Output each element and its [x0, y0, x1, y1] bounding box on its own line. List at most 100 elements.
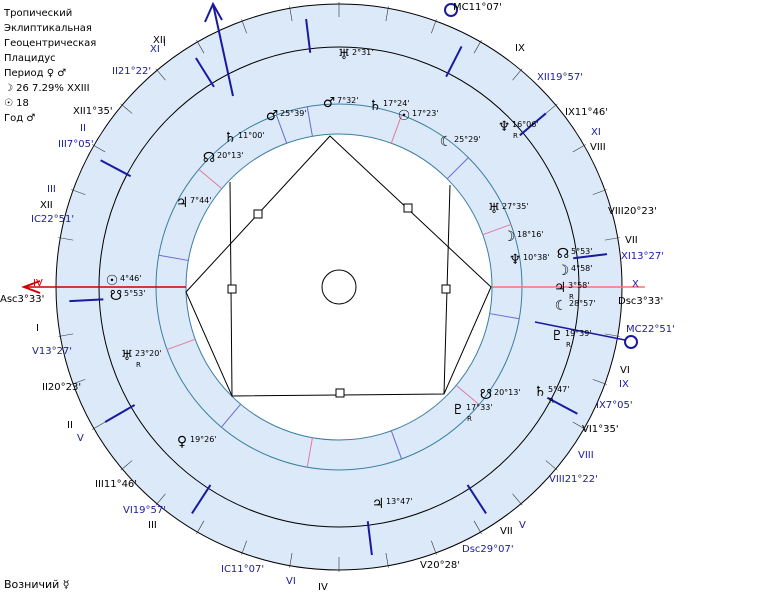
year-glyph: ♂ — [26, 113, 36, 124]
planet-degree: 3°58' — [568, 281, 589, 290]
degree-tick — [92, 421, 106, 430]
cusp-label: VI1°35' — [582, 424, 619, 435]
cusp-label: I — [163, 38, 166, 49]
planet-degree: 17°33' — [466, 403, 493, 412]
planet-glyph: ♂ — [323, 95, 336, 111]
cusp-lines — [21, 1, 645, 572]
planet-marker[interactable]: ☋ 5°53' — [110, 288, 146, 304]
cusp-label: II — [80, 123, 86, 134]
planet-marker[interactable]: ♇ 19°39' R — [551, 328, 592, 349]
planet-marker[interactable]: ☾ 28°57' — [555, 298, 596, 314]
planet-marker[interactable]: ☊ 5°53' — [557, 246, 593, 262]
constellation-label: Возничий — [4, 578, 60, 591]
inner-cusp-line — [306, 106, 313, 137]
cusp-label: VI — [286, 576, 296, 587]
degree-tick — [473, 520, 482, 534]
planet-glyph: ♅ — [488, 201, 501, 217]
planet-marker[interactable]: ♆ 16°06' R — [498, 119, 539, 140]
planet-glyph: ☋ — [110, 288, 122, 304]
planet-marker[interactable]: ♃ 7°44' — [176, 195, 212, 211]
degree-tick — [592, 189, 607, 195]
planet-degree: 23°20' — [135, 349, 162, 358]
retrograde-mark: R — [549, 397, 554, 405]
house-cusp-line — [100, 159, 132, 178]
cusp-label: IX — [619, 379, 629, 390]
sun-row: ☉ 18 — [4, 98, 29, 109]
cusp-label: III11°46' — [95, 479, 137, 490]
house-cusp-line — [195, 57, 215, 88]
cusp-label: II — [67, 420, 73, 431]
degree-tick — [431, 19, 437, 34]
zodiac-system-label: Тропический — [4, 8, 73, 19]
planet-glyph: ☉ — [398, 108, 411, 124]
planet-degree: 17°24' — [383, 99, 410, 108]
degree-tick — [155, 493, 166, 506]
planet-degree: 25°29' — [454, 135, 481, 144]
cusp-label: IX7°05' — [596, 400, 633, 411]
chart-info-panel: Тропический Эклиптикальная Геоцентрическ… — [4, 6, 96, 126]
planet-glyph: ♆ — [498, 119, 511, 135]
planet-marker[interactable]: ♂ 7°32' — [323, 95, 359, 111]
house-cusp-line — [573, 253, 608, 260]
planet-marker[interactable]: ☋ 20°13' — [480, 387, 521, 403]
retrograde-mark: R — [513, 132, 518, 140]
planet-marker[interactable]: ♀ 19°26' — [177, 434, 217, 450]
asc-arrowhead — [21, 280, 41, 294]
planet-marker[interactable]: ☉ 4°46' — [106, 273, 142, 289]
cusp-label: XI — [591, 127, 601, 138]
planet-degree: 25°39' — [280, 109, 307, 118]
cusp-label: XI — [150, 44, 160, 55]
angle-label-mc-right: MC22°51' — [626, 324, 675, 335]
planet-marker[interactable]: ☊ 20°13' — [203, 150, 244, 166]
cusp-label: III — [148, 520, 157, 531]
degree-tick — [196, 520, 205, 534]
cusp-label: IV — [33, 278, 43, 289]
degree-tick — [289, 6, 293, 22]
planet-glyph: ♅ — [121, 348, 134, 364]
planet-degree: 19°39' — [565, 329, 592, 338]
planet-marker[interactable]: ♅ 27°35' — [488, 201, 529, 217]
retrograde-mark: R — [467, 415, 472, 423]
degree-tick — [385, 6, 389, 22]
inner-cusp-line — [446, 157, 469, 180]
degree-tick — [289, 552, 293, 568]
planet-degree: 7°44' — [190, 196, 211, 205]
house-cusp-line — [191, 484, 212, 514]
planet-marker[interactable]: ☉ 17°23' — [398, 108, 439, 124]
degree-tick — [545, 460, 558, 471]
planet-marker[interactable]: ☽ 4°58' — [557, 263, 593, 279]
cusp-label: VIII — [590, 142, 606, 153]
degree-tick — [241, 19, 247, 34]
planet-marker[interactable]: ♃ 13°47' — [372, 496, 413, 512]
earth-circle — [321, 269, 357, 305]
planet-marker[interactable]: ♄ 5°47' R — [534, 384, 570, 405]
planet-marker[interactable]: ☾ 25°29' — [440, 134, 481, 150]
planet-marker[interactable]: ♆ 10°38' — [509, 252, 550, 268]
planet-marker[interactable]: ♄ 11°00' — [224, 130, 265, 146]
planet-marker[interactable]: ♂ 25°39' — [266, 108, 307, 124]
planet-marker[interactable]: ☽ 18°16' — [503, 229, 544, 245]
planet-glyph: ♄ — [369, 98, 382, 114]
planets-layer[interactable]: ♅ 2°31'♂ 7°32' ♄ 17°24'☉ 17°23'♆ 16°06'R☾ 25°29… — [106, 47, 596, 512]
planet-marker[interactable]: ♅ 23°20' R — [121, 348, 162, 369]
planet-glyph: ☉ — [106, 273, 119, 289]
cusp-label: IX11°46' — [565, 107, 608, 118]
mc-axis — [212, 3, 234, 97]
planet-glyph: ♄ — [534, 384, 547, 400]
angle-label-mc-top: MC11°07' — [453, 2, 502, 13]
planet-marker[interactable]: ♄ 17°24' — [369, 98, 410, 114]
inner-cusp-line — [390, 114, 403, 144]
planet-marker[interactable]: ♇ 17°33' R — [452, 402, 493, 423]
cusp-labels: XIIXIIII21°22'XII1°35'IIIII7°05'IIIXIIIV… — [32, 35, 664, 593]
planet-marker[interactable]: ♃ 3°58' R — [554, 280, 590, 301]
retrograde-mark: R — [566, 341, 571, 349]
angle-label-asc: Asc3°33' — [0, 294, 44, 305]
degree-tick — [385, 552, 389, 568]
planet-glyph: ☾ — [440, 134, 453, 150]
planet-marker[interactable]: ♅ 2°31' — [338, 47, 374, 63]
degree-tick — [473, 40, 482, 54]
angle-label-ic-left: IC22°51' — [31, 214, 74, 225]
planet-degree: 18°16' — [517, 230, 544, 239]
degree-tick — [512, 493, 523, 506]
